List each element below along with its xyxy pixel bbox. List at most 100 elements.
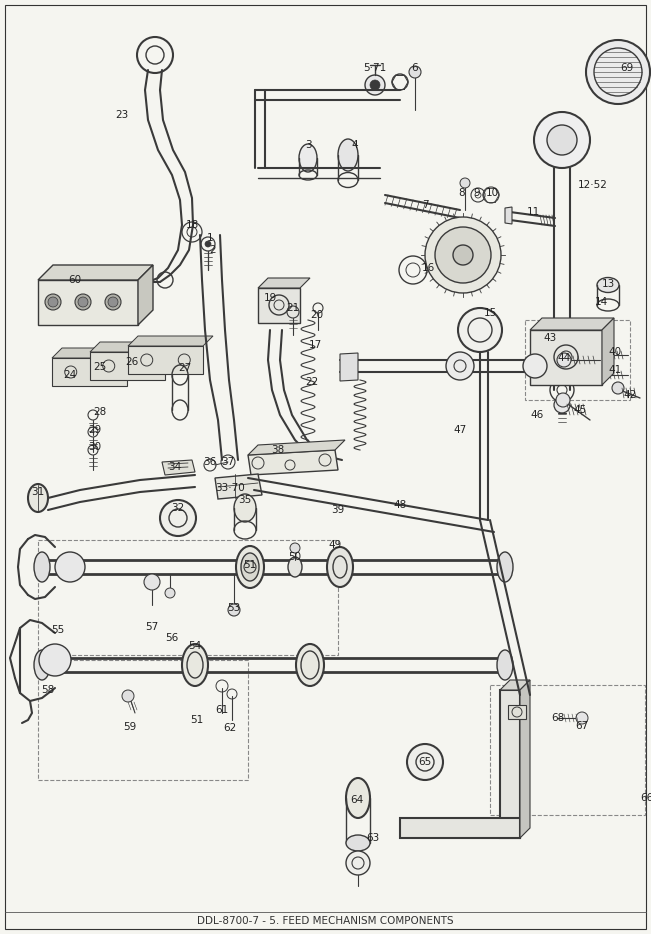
Text: 17: 17 — [309, 340, 322, 350]
Circle shape — [435, 227, 491, 283]
Text: 33·70: 33·70 — [215, 483, 245, 493]
Text: 56: 56 — [165, 633, 178, 643]
Text: 21: 21 — [286, 303, 299, 313]
Text: 39: 39 — [331, 505, 344, 515]
Polygon shape — [38, 280, 138, 325]
Circle shape — [534, 112, 590, 168]
Ellipse shape — [497, 552, 513, 582]
Text: 29: 29 — [89, 425, 102, 435]
Circle shape — [144, 574, 160, 590]
Text: 16: 16 — [421, 263, 435, 273]
Text: 60: 60 — [68, 275, 81, 285]
Text: 4: 4 — [352, 140, 358, 150]
Polygon shape — [602, 318, 614, 385]
Polygon shape — [90, 342, 175, 352]
Text: 42: 42 — [624, 390, 637, 400]
Circle shape — [205, 241, 211, 247]
Circle shape — [370, 80, 380, 90]
Bar — [38, 540, 338, 655]
Text: 59: 59 — [124, 722, 137, 732]
Bar — [38, 660, 248, 780]
Bar — [490, 685, 645, 815]
Text: 53: 53 — [227, 603, 241, 613]
Circle shape — [446, 352, 474, 380]
Circle shape — [75, 294, 91, 310]
Ellipse shape — [597, 277, 619, 292]
Text: 2: 2 — [210, 245, 216, 255]
Text: 24: 24 — [63, 370, 77, 380]
Polygon shape — [162, 460, 195, 475]
Text: 45: 45 — [574, 405, 587, 415]
Text: 51: 51 — [190, 715, 204, 725]
Circle shape — [122, 690, 134, 702]
Text: 7: 7 — [422, 200, 428, 210]
Text: 31: 31 — [31, 487, 45, 497]
Polygon shape — [500, 690, 520, 838]
Polygon shape — [520, 680, 530, 838]
Polygon shape — [38, 265, 153, 280]
Text: 13: 13 — [602, 279, 615, 289]
Polygon shape — [530, 330, 602, 385]
Text: 51: 51 — [243, 560, 256, 570]
Text: 57: 57 — [145, 622, 159, 632]
Circle shape — [48, 297, 58, 307]
Circle shape — [105, 294, 121, 310]
Text: 6: 6 — [411, 63, 419, 73]
Text: 69: 69 — [620, 63, 633, 73]
Ellipse shape — [327, 547, 353, 587]
Text: 3: 3 — [305, 140, 311, 150]
Text: 30: 30 — [89, 442, 102, 452]
Polygon shape — [258, 278, 310, 288]
Ellipse shape — [296, 644, 324, 686]
Ellipse shape — [346, 778, 370, 818]
Polygon shape — [52, 348, 137, 358]
Text: 15: 15 — [484, 308, 497, 318]
Polygon shape — [505, 207, 512, 224]
Text: 46: 46 — [531, 410, 544, 420]
Ellipse shape — [34, 650, 50, 680]
Text: 32: 32 — [171, 503, 185, 513]
Text: 65: 65 — [419, 757, 432, 767]
Text: 68: 68 — [551, 713, 564, 723]
Polygon shape — [340, 353, 358, 381]
Circle shape — [409, 66, 421, 78]
Text: DDL-8700-7 - 5. FEED MECHANISM COMPONENTS: DDL-8700-7 - 5. FEED MECHANISM COMPONENT… — [197, 916, 454, 926]
Circle shape — [576, 712, 588, 724]
Polygon shape — [90, 352, 165, 380]
Text: 49: 49 — [328, 540, 342, 550]
Circle shape — [554, 397, 570, 413]
Ellipse shape — [182, 644, 208, 686]
Circle shape — [460, 178, 470, 188]
Text: 37: 37 — [221, 457, 234, 467]
Text: 10: 10 — [486, 188, 499, 198]
Ellipse shape — [236, 546, 264, 588]
Ellipse shape — [338, 139, 358, 171]
Text: 12·52: 12·52 — [578, 180, 608, 190]
Circle shape — [425, 217, 501, 293]
Ellipse shape — [34, 552, 50, 582]
Text: 18: 18 — [186, 220, 199, 230]
Circle shape — [407, 744, 443, 780]
Circle shape — [594, 349, 606, 361]
Text: 5·71: 5·71 — [363, 63, 387, 73]
Text: 38: 38 — [271, 445, 284, 455]
Ellipse shape — [234, 494, 256, 522]
Text: 8: 8 — [459, 188, 465, 198]
Circle shape — [108, 297, 118, 307]
Circle shape — [453, 245, 473, 265]
Circle shape — [556, 393, 570, 407]
Circle shape — [160, 500, 196, 536]
Polygon shape — [138, 265, 153, 325]
Polygon shape — [248, 440, 345, 455]
Circle shape — [165, 588, 175, 598]
Ellipse shape — [28, 484, 48, 512]
Text: 36: 36 — [203, 457, 217, 467]
Ellipse shape — [288, 557, 302, 577]
Circle shape — [586, 40, 650, 104]
Polygon shape — [400, 818, 520, 838]
Text: 35: 35 — [238, 495, 252, 505]
Circle shape — [594, 369, 606, 381]
Text: 64: 64 — [350, 795, 364, 805]
Text: 19: 19 — [264, 293, 277, 303]
Ellipse shape — [299, 144, 317, 172]
